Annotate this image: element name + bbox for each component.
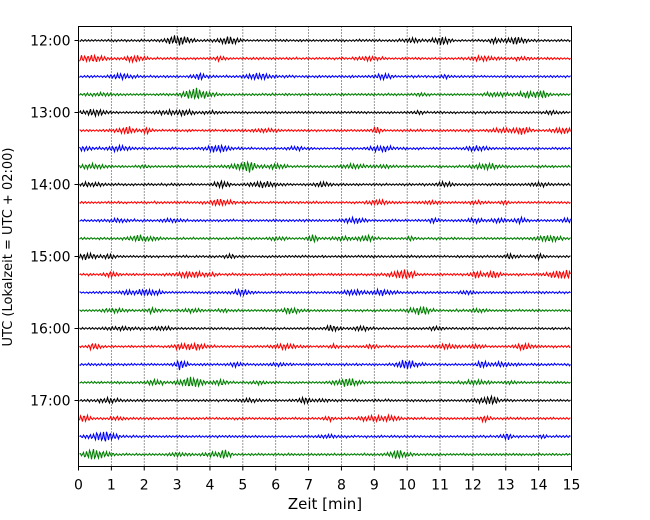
x-tick-label: 4 [206, 478, 215, 494]
trace-1545 [79, 305, 571, 316]
x-tick-label: 3 [173, 478, 182, 494]
trace-1300 [79, 107, 571, 119]
y-axis: 12:00 13:00 14:00 15:00 16:00 17:00 [30, 34, 79, 410]
y-axis-label: UTC (Lokalzeit = UTC + 02:00) [1, 148, 16, 347]
trace-1645 [79, 376, 571, 388]
x-tick-label: 2 [140, 478, 149, 494]
x-tick-label: 0 [74, 478, 83, 494]
trace-1745 [79, 448, 571, 461]
x-tick-label: 13 [497, 478, 515, 494]
trace-1330 [79, 143, 571, 154]
trace-1600 [79, 324, 571, 333]
y-tick-label: 16:00 [30, 322, 70, 338]
x-axis-label: Zeit [min] [288, 495, 362, 513]
x-tick-label: 7 [304, 478, 313, 494]
y-tick-label: 12:00 [30, 34, 70, 50]
trace-1215 [79, 53, 571, 64]
grid-layer [110, 26, 540, 467]
x-tick-label: 15 [563, 478, 581, 494]
y-tick-label: 15:00 [30, 250, 70, 266]
x-tick-label: 9 [370, 478, 379, 494]
plot-frame [78, 26, 572, 467]
trace-1400 [79, 179, 571, 190]
x-tick-label: 5 [238, 478, 247, 494]
trace-1430 [79, 215, 572, 226]
trace-layer [78, 35, 572, 461]
trace-1615 [79, 341, 571, 352]
x-tick-label: 1 [107, 478, 116, 494]
y-tick-label: 14:00 [30, 178, 70, 194]
trace-1245 [79, 87, 571, 101]
y-tick-label: 13:00 [30, 106, 70, 122]
x-tick-label: 8 [337, 478, 346, 494]
trace-1315 [79, 126, 572, 136]
trace-1230 [79, 71, 571, 82]
x-tick-label: 14 [530, 478, 548, 494]
trace-1630 [79, 359, 571, 371]
x-tick-label: 11 [431, 478, 449, 494]
trace-1200 [79, 35, 571, 46]
x-tick-label: 12 [464, 478, 482, 494]
trace-1415 [79, 197, 571, 208]
trace-1715 [78, 413, 571, 424]
x-tick-label: 6 [271, 478, 280, 494]
x-tick-label: 10 [398, 478, 416, 494]
x-axis: 0 1 2 3 4 5 6 7 8 9 10 11 12 13 14 15 [74, 466, 581, 494]
trace-1530 [79, 287, 571, 298]
trace-1345 [78, 160, 571, 173]
trace-1445 [79, 233, 571, 244]
trace-1730 [79, 431, 571, 442]
trace-1515 [79, 269, 572, 280]
trace-1700 [79, 394, 571, 406]
y-tick-label: 17:00 [30, 394, 70, 410]
trace-1500 [78, 251, 571, 262]
